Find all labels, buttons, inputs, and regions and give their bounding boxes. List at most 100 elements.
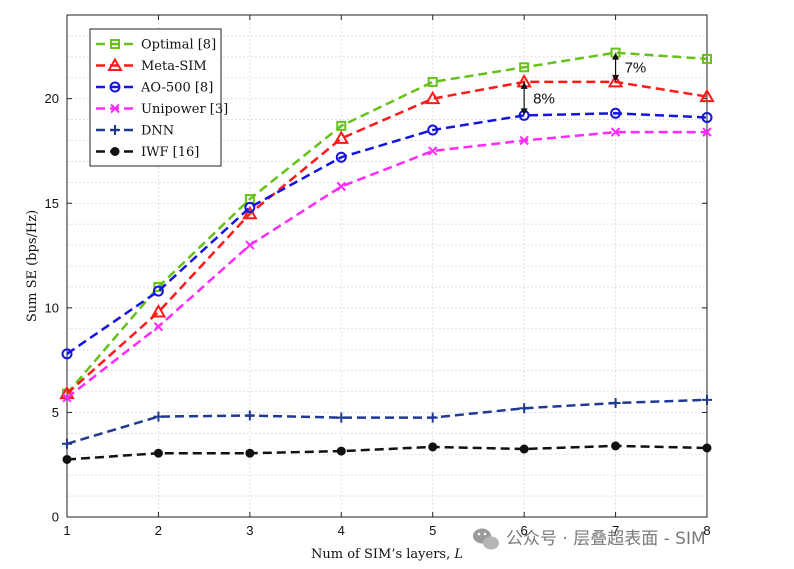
- legend-entry: IWF [16]: [96, 145, 199, 160]
- plot-area: [66, 14, 708, 518]
- series-layer: [59, 47, 715, 464]
- watermark-text: 公众号 · 层叠超表面 - SIM: [506, 529, 706, 549]
- series-optimal-8: [62, 47, 712, 399]
- annotation-label: 7%: [625, 59, 647, 76]
- data-point: [333, 130, 350, 144]
- y-axis-label: Sum SE (bps/Hz): [25, 210, 40, 322]
- x-tick-label: 6: [521, 523, 528, 538]
- series-line: [66, 51, 708, 395]
- legend-marker: [110, 39, 120, 49]
- series-iwf-16: [62, 441, 712, 464]
- data-point: [335, 151, 347, 163]
- data-point: [427, 76, 438, 87]
- arrow-head-down: [520, 108, 528, 116]
- data-point: [699, 88, 715, 103]
- x-axis-label-text: Num of SIM’s layers,: [311, 547, 454, 562]
- x-tick-label: 3: [246, 523, 253, 538]
- data-point: [62, 438, 72, 449]
- x-tick-label: 4: [338, 523, 345, 538]
- data-point: [610, 398, 621, 409]
- data-point: [519, 135, 529, 146]
- data-point: [702, 127, 712, 137]
- data-point: [428, 146, 438, 156]
- y-tick-label: 5: [52, 405, 59, 420]
- data-point: [424, 90, 441, 105]
- data-point: [702, 394, 712, 405]
- legend: Optimal [8] Meta-SIM AO-500 [8] Unipower [3…: [89, 28, 228, 167]
- wechat-icon: [473, 528, 499, 550]
- y-tick-label: 0: [52, 510, 59, 525]
- data-point: [244, 410, 255, 421]
- data-point: [245, 448, 255, 458]
- data-point: [427, 124, 439, 136]
- legend-marker: [107, 57, 123, 71]
- x-tick-label: 7: [612, 523, 619, 538]
- data-point: [153, 448, 163, 458]
- data-point: [150, 304, 167, 318]
- data-point: [62, 454, 72, 464]
- grid-lines: [67, 15, 707, 517]
- y-tick-label: 20: [45, 91, 59, 106]
- x-tick-label: 8: [703, 523, 710, 538]
- series-unipower-3: [62, 127, 712, 403]
- data-point: [244, 201, 256, 213]
- annotation-8-percent: 8%: [520, 81, 555, 116]
- x-tick-label: 5: [429, 523, 436, 538]
- legend-entry: DNN: [96, 124, 174, 139]
- arrow-head-down: [612, 74, 620, 82]
- x-tick-label: 1: [63, 523, 70, 538]
- series-ao-500-8: [61, 107, 713, 360]
- series-line: [66, 398, 708, 445]
- series-dnn: [62, 394, 712, 449]
- legend-entry: Optimal [8]: [96, 38, 216, 53]
- data-point: [153, 321, 164, 332]
- series-line: [66, 444, 708, 461]
- data-point: [428, 442, 438, 452]
- legend-marker: [109, 81, 121, 93]
- data-point: [153, 411, 164, 422]
- y-tick-label: 10: [45, 300, 59, 315]
- data-point: [519, 444, 529, 454]
- arrow-head-up: [612, 52, 620, 60]
- data-point: [61, 348, 73, 360]
- series-line: [66, 80, 708, 395]
- data-point: [427, 412, 438, 423]
- data-point: [152, 285, 164, 297]
- data-point: [336, 120, 347, 131]
- annotations: 8% 7%: [520, 52, 647, 116]
- series-line: [66, 130, 707, 399]
- legend-entry: Meta-SIM: [96, 57, 207, 74]
- series-line: [66, 112, 708, 355]
- x-tick-label: 2: [155, 523, 162, 538]
- legend-label: Unipower [3]: [141, 102, 228, 117]
- data-point: [701, 111, 713, 123]
- watermark: 公众号 · 层叠超表面 - SIM: [473, 528, 706, 550]
- data-point: [519, 403, 530, 414]
- annotation-7-percent: 7%: [612, 52, 647, 82]
- data-point: [702, 53, 712, 64]
- x-axis-label: Num of SIM’s layers, L: [311, 547, 463, 562]
- data-point: [611, 441, 621, 451]
- legend-marker: [110, 103, 120, 114]
- data-point: [336, 446, 346, 456]
- annotation-label: 8%: [533, 91, 555, 108]
- data-point: [702, 443, 712, 453]
- y-tick-label: 15: [45, 196, 59, 211]
- legend-marker: [110, 147, 120, 156]
- data-point: [610, 127, 621, 137]
- legend-entry: Unipower [3]: [96, 102, 228, 117]
- data-point: [610, 107, 622, 119]
- data-point: [607, 73, 624, 88]
- data-point: [336, 412, 347, 423]
- data-point: [519, 62, 530, 73]
- arrow-head-up: [520, 81, 528, 89]
- axis-ticks: 1 2 3 4 5 6 7 8 0 5 10 15 20: [45, 15, 711, 538]
- legend-label: IWF [16]: [141, 145, 199, 160]
- data-point: [62, 393, 72, 403]
- legend-marker: [110, 125, 120, 135]
- legend-box: [89, 28, 222, 167]
- data-point: [245, 240, 255, 250]
- legend-entry: AO-500 [8]: [96, 81, 213, 96]
- data-point: [336, 181, 346, 192]
